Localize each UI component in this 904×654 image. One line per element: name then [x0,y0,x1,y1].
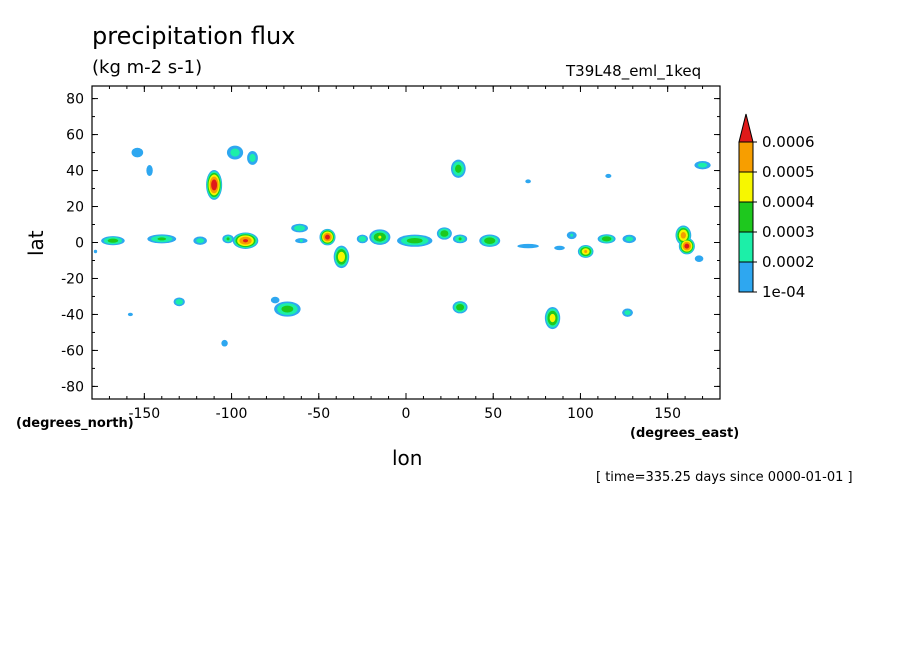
time-stamp: [ time=335.25 days since 0000-01-01 ] [596,470,853,485]
colorbar-box-0 [738,261,754,293]
contour-fill-10-level-3 [378,235,382,239]
contour-fill-1-level-2 [157,237,167,241]
y-tick-label: -60 [61,343,84,359]
contour-fill-26-level-1 [249,153,256,162]
contour-fill-25-level-1 [230,148,240,157]
plot-area [93,145,711,347]
colorbar-box-3 [738,171,754,203]
colorbar-box-2 [738,201,754,233]
colorbar-box-1 [738,231,754,263]
contour-fill-17-level-1 [570,233,574,237]
x-tick-label: 0 [402,406,411,422]
contour-fill-41-level-0 [93,249,98,254]
contour-fill-37-level-3 [549,313,556,323]
x-tick-label: 100 [567,406,594,422]
contour-fill-34-level-2 [281,305,294,313]
contour-fill-35-level-0 [270,296,280,304]
y-tick-label: -40 [61,307,84,323]
colorbar-label: 0.0005 [762,163,815,181]
colorbar-box-4 [738,141,754,173]
contour-fill-22-level-5 [684,243,690,249]
contour-fill-21-level-4 [680,232,686,239]
contour-fill-3-level-2 [226,237,230,241]
contour-fill-9-level-1 [358,236,367,242]
dataset-label: T39L48_eml_1keq [566,62,702,80]
contour-fill-11-level-2 [406,237,423,244]
colorbar-label: 0.0003 [762,223,815,241]
contour-fill-29-level-2 [455,164,462,173]
x-tick-label: -100 [216,406,248,422]
contour-fill-6-level-1 [299,239,303,243]
colorbar-label: 1e-04 [762,283,805,301]
y-tick-label: 0 [75,236,84,252]
contour-fill-4-level-5 [243,239,249,243]
contour-fill-38-level-1 [624,310,631,316]
contour-fill-18-level-4 [584,249,588,253]
contour-fill-14-level-2 [484,237,496,245]
y-tick-label: 20 [66,200,84,216]
chart-units: (kg m-2 s-1) [92,57,203,78]
contour-fill-8-level-3 [337,251,346,263]
contour-fill-12-level-2 [440,230,449,237]
contour-fill-32-level-0 [525,179,531,184]
y-tick-label: 80 [66,92,84,108]
x-tick-label: 50 [484,406,502,422]
contour-fill-20-level-1 [625,236,634,242]
x-axis-units: (degrees_east) [630,426,740,441]
colorbar: 1e-04 0.0002 0.0003 0.0004 0.0005 0.0006 [738,113,815,301]
contour-fill-19-level-2 [601,236,612,242]
contour-fill-27-level-0 [131,147,144,158]
y-tick-label: 40 [66,164,84,180]
contour-fill-0-level-2 [107,238,119,243]
contour-fill-15-level-0 [517,243,539,249]
contour-fill-16-level-0 [554,245,565,251]
contour-fill-36-level-2 [456,303,465,311]
contour-fill-2-level-1 [196,238,205,244]
axes: -150 -100 -50 0 50 100 150 80 60 40 20 0 -20 -40 -60 -8… [61,85,721,422]
colorbar-extend-triangle [738,113,754,143]
colorbar-label: 0.0006 [762,133,815,151]
contour-fill-24-level-5 [211,179,218,191]
x-tick-label: -150 [128,406,160,422]
y-tick-label: -20 [61,271,84,287]
x-tick-label: 150 [654,406,681,422]
x-axis-label: lon [392,446,423,470]
contour-fill-40-level-0 [127,312,133,317]
y-axis-units: (degrees_north) [16,416,134,431]
y-tick-label: -80 [61,379,84,395]
contour-fill-5-level-1 [293,225,306,231]
chart-title: precipitation flux [92,22,296,50]
contour-fill-30-level-1 [697,162,708,168]
contour-fill-7-level-5 [325,234,330,240]
y-tick-label: 60 [66,128,84,144]
x-tick-label: -50 [307,406,330,422]
contour-fill-23-level-0 [694,255,704,262]
contour-fill-33-level-1 [175,298,183,305]
contour-fill-13-level-2 [458,237,462,241]
contour-fill-39-level-0 [221,339,228,347]
colorbar-label: 0.0004 [762,193,815,211]
contour-fill-28-level-0 [146,165,153,177]
colorbar-label: 0.0002 [762,253,815,271]
contour-fill-31-level-0 [605,173,612,179]
